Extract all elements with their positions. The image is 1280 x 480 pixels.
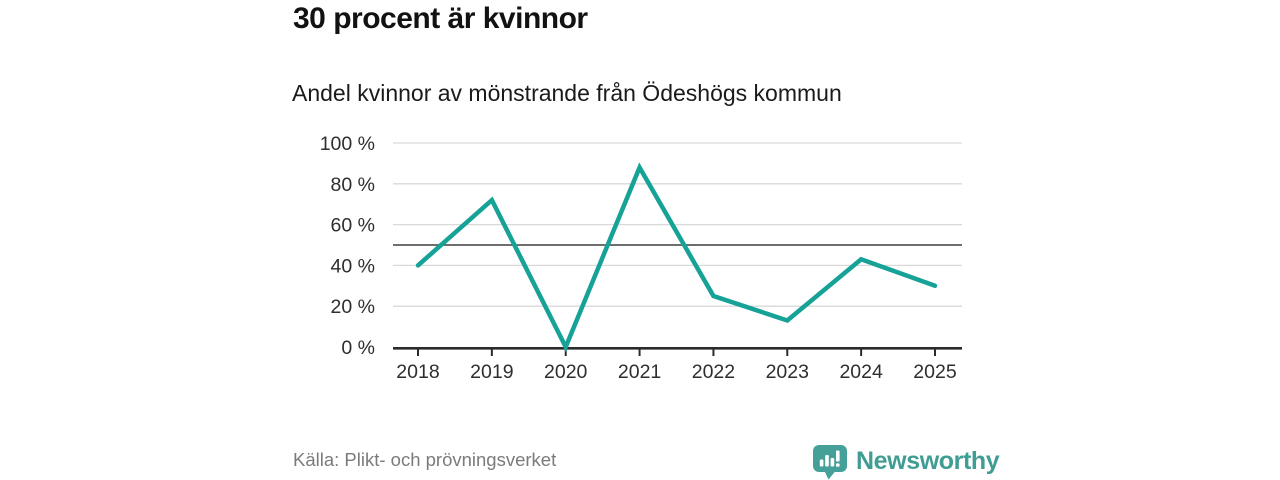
chart-title: 30 procent är kvinnor (293, 2, 588, 35)
newsworthy-brand-name: Newsworthy (856, 447, 1000, 475)
x-tick-label: 2023 (766, 361, 809, 383)
y-tick-label: 100 % (320, 133, 375, 155)
x-tick-label: 2021 (618, 361, 661, 383)
newsworthy-brand: Newsworthy (812, 443, 1000, 480)
x-tick-label: 2019 (470, 361, 513, 383)
source-label: Källa: Plikt- och prövningsverket (293, 449, 557, 470)
chart-area: 2018 2019 2020 2021 2022 2023 2024 2025 0 % 20 % 4… (290, 128, 970, 390)
y-tick-label: 20 % (331, 296, 375, 318)
x-tick-label: 2022 (692, 361, 735, 383)
x-tick-label: 2018 (396, 361, 439, 383)
x-tick-label: 2025 (913, 361, 957, 383)
x-tick-label: 2024 (839, 361, 883, 383)
y-tick-label: 0 % (341, 337, 375, 359)
newsworthy-logo-icon (813, 444, 847, 479)
y-tick-label: 60 % (331, 215, 375, 237)
chart-subtitle: Andel kvinnor av mönstrande från Ödeshög… (292, 80, 842, 106)
line-chart: 2018 2019 2020 2021 2022 2023 2024 2025 0 % 20 % 4… (320, 133, 962, 383)
y-tick-label: 80 % (331, 174, 375, 196)
y-tick-label: 40 % (331, 255, 375, 277)
data-line (415, 162, 938, 353)
x-tick-label: 2020 (544, 361, 588, 383)
